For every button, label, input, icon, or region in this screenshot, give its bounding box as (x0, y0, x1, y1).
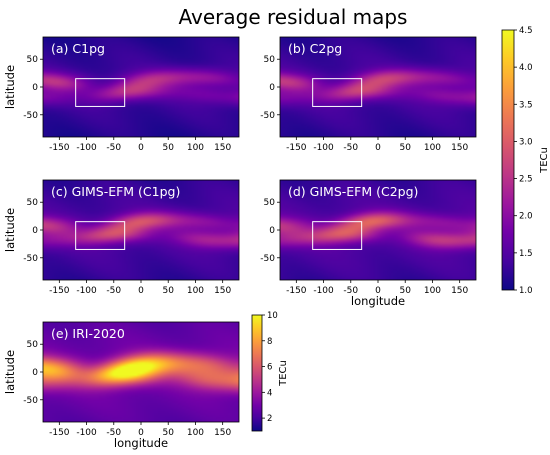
x-tick-label: -150 (49, 143, 70, 153)
y-tick-label: 0 (32, 368, 38, 378)
x-tick-label: 150 (451, 286, 468, 296)
panel-label: (b) C2pg (288, 41, 342, 56)
x-tick-label: 100 (187, 143, 204, 153)
colorbar-tick-label: 1.5 (519, 249, 533, 259)
x-axis-label: longitude (114, 436, 168, 450)
colorbar-tick-label: 2 (267, 414, 272, 424)
x-tick-label: -50 (106, 143, 121, 153)
x-tick-label: 150 (214, 143, 231, 153)
y-tick-label: 50 (27, 55, 39, 65)
x-tick-label: -150 (49, 286, 70, 296)
colorbar-2: 2 4 6 8 10 TECu (251, 311, 289, 432)
y-tick-label: -50 (23, 254, 38, 264)
colorbar-tick-label: 3.5 (519, 100, 533, 110)
x-tick-label: 50 (162, 286, 174, 296)
colorbar-tick-label: 10 (267, 311, 278, 321)
x-tick-label: -150 (49, 428, 70, 438)
x-tick-label: 150 (451, 143, 468, 153)
colorbar-tick-label: 8 (267, 337, 272, 347)
colorbar-tick-label: 6 (267, 363, 272, 373)
panel-label: (d) GIMS-EFM (C2pg) (288, 184, 418, 199)
x-tick-label: 50 (399, 143, 411, 153)
x-tick-label: -50 (106, 428, 121, 438)
colorbars: 1.0 1.5 2.0 2.5 3.0 3.5 4.0 4.5 TECu 2 4 6 8 10 TECu (251, 26, 550, 432)
colorbar-tick-label: 1.0 (519, 286, 533, 296)
region-box (75, 221, 126, 250)
x-tick-label: -150 (286, 286, 307, 296)
y-tick-label: 0 (32, 83, 38, 93)
y-tick-label: 0 (269, 83, 275, 93)
colorbar-tick-label: 3.0 (519, 137, 533, 147)
x-tick-label: -100 (313, 143, 334, 153)
y-tick-label: -50 (260, 254, 275, 264)
panel-5: (e) IRI-2020 -150 -100 -50 0 50 100 150 50 0 -50 la… (3, 321, 240, 450)
y-tick-label: 50 (264, 55, 276, 65)
x-tick-label: -150 (286, 143, 307, 153)
y-tick-label: 0 (269, 226, 275, 236)
x-tick-label: 150 (214, 428, 231, 438)
y-axis-label: latitude (3, 208, 17, 252)
x-tick-label: -50 (106, 286, 121, 296)
panel-1: (a) C1pg -150 -100 -50 0 50 100 150 50 0 -50 latitu… (3, 36, 240, 153)
colorbar-label: TECu (278, 360, 289, 387)
x-tick-label: -100 (76, 143, 97, 153)
x-tick-label: 50 (162, 428, 174, 438)
colorbar-tick-label: 2.5 (519, 175, 533, 185)
x-tick-label: 0 (138, 286, 144, 296)
colorbar-tick-label: 4.5 (519, 26, 533, 36)
panel-4: (d) GIMS-EFM (C2pg) -150 -100 -50 0 50 100 150 5… (260, 179, 477, 308)
x-tick-label: -50 (343, 286, 358, 296)
x-axis-label: longitude (351, 294, 405, 308)
y-tick-label: -50 (23, 111, 38, 121)
y-axis-label: latitude (3, 65, 17, 109)
x-tick-label: -50 (343, 143, 358, 153)
colorbar-1: 1.0 1.5 2.0 2.5 3.0 3.5 4.0 4.5 TECu (501, 26, 550, 296)
x-tick-label: -100 (313, 286, 334, 296)
colorbar-label: TECu (539, 147, 550, 174)
panel-3: (c) GIMS-EFM (C1pg) -150 -100 -50 0 50 100 150 5… (3, 179, 240, 296)
x-tick-label: 50 (162, 143, 174, 153)
panel-2: (b) C2pg -150 -100 -50 0 50 100 150 50 0 -50 (260, 36, 477, 153)
x-tick-label: -100 (76, 286, 97, 296)
region-box (312, 221, 363, 250)
panel-label: (e) IRI-2020 (51, 326, 125, 341)
colorbar-gradient (251, 314, 263, 432)
y-tick-label: 0 (32, 226, 38, 236)
panel-label: (a) C1pg (51, 41, 105, 56)
region-box (75, 78, 126, 107)
x-tick-label: 0 (375, 286, 381, 296)
x-tick-label: 50 (399, 286, 411, 296)
colorbar-tick-label: 2.0 (519, 212, 533, 222)
y-tick-label: 50 (27, 340, 39, 350)
x-tick-label: 100 (424, 286, 441, 296)
x-tick-label: -100 (76, 428, 97, 438)
panel-label: (c) GIMS-EFM (C1pg) (51, 184, 180, 199)
y-tick-label: 50 (27, 198, 39, 208)
panels: (a) C1pg-150 -100 -50 0 50 100 150500-50latitu… (3, 36, 477, 450)
colorbar-gradient (501, 29, 515, 291)
heatmap-image (43, 322, 239, 422)
region-box (312, 78, 363, 107)
y-tick-label: -50 (260, 111, 275, 121)
y-tick-label: -50 (23, 396, 38, 406)
x-tick-label: 100 (187, 428, 204, 438)
colorbar-tick-label: 4.0 (519, 63, 533, 73)
x-tick-label: 100 (187, 286, 204, 296)
y-tick-label: 50 (264, 198, 276, 208)
x-tick-label: 0 (138, 143, 144, 153)
x-tick-label: 0 (375, 143, 381, 153)
x-tick-label: 0 (138, 428, 144, 438)
figure-title: Average residual maps (179, 5, 408, 29)
y-axis-label: latitude (3, 350, 17, 394)
colorbar-tick-label: 4 (267, 388, 272, 398)
x-tick-label: 100 (424, 143, 441, 153)
x-tick-label: 150 (214, 286, 231, 296)
